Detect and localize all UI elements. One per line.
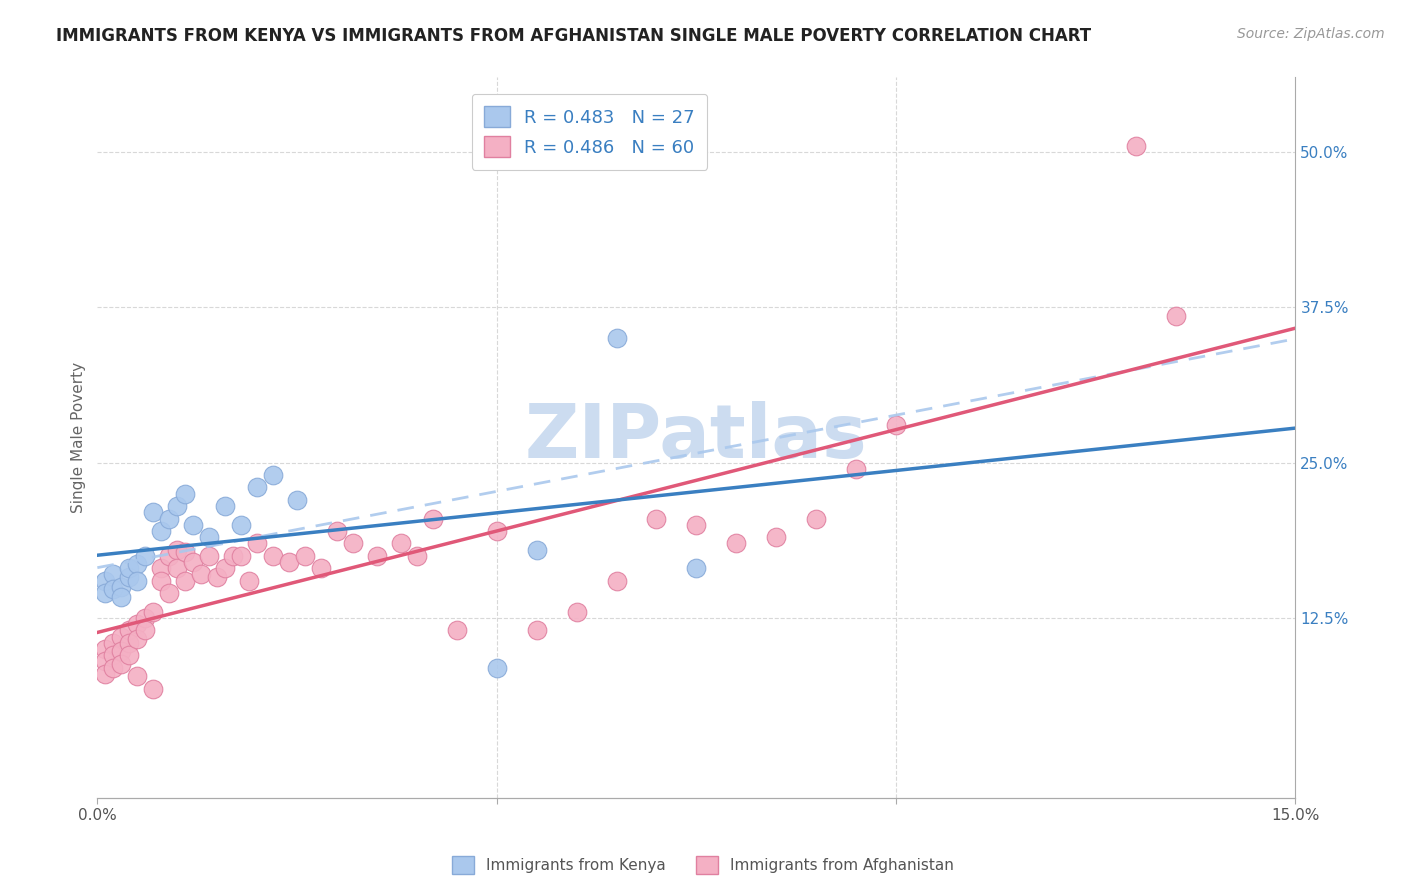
Point	[229, 549, 252, 563]
Point	[181, 517, 204, 532]
Y-axis label: Single Male Poverty: Single Male Poverty	[72, 362, 86, 513]
Point	[127, 669, 149, 683]
Point	[142, 681, 165, 696]
Point	[110, 590, 132, 604]
Point	[118, 636, 141, 650]
Point	[103, 636, 125, 650]
Point	[214, 561, 236, 575]
Legend: Immigrants from Kenya, Immigrants from Afghanistan: Immigrants from Kenya, Immigrants from A…	[446, 850, 960, 880]
Point	[110, 657, 132, 671]
Point	[422, 511, 444, 525]
Point	[157, 586, 180, 600]
Point	[565, 605, 588, 619]
Point	[94, 666, 117, 681]
Point	[150, 574, 173, 588]
Point	[134, 624, 156, 638]
Point	[166, 561, 188, 575]
Point	[1125, 138, 1147, 153]
Point	[198, 530, 221, 544]
Point	[685, 517, 707, 532]
Point	[526, 624, 548, 638]
Point	[157, 511, 180, 525]
Point	[198, 549, 221, 563]
Point	[526, 542, 548, 557]
Point	[309, 561, 332, 575]
Point	[127, 617, 149, 632]
Point	[134, 549, 156, 563]
Point	[118, 570, 141, 584]
Point	[405, 549, 427, 563]
Point	[150, 561, 173, 575]
Point	[94, 586, 117, 600]
Point	[342, 536, 364, 550]
Point	[222, 549, 245, 563]
Point	[127, 632, 149, 646]
Point	[127, 574, 149, 588]
Text: IMMIGRANTS FROM KENYA VS IMMIGRANTS FROM AFGHANISTAN SINGLE MALE POVERTY CORRELA: IMMIGRANTS FROM KENYA VS IMMIGRANTS FROM…	[56, 27, 1091, 45]
Point	[246, 480, 269, 494]
Point	[685, 561, 707, 575]
Point	[326, 524, 349, 538]
Text: ZIPatlas: ZIPatlas	[524, 401, 868, 475]
Point	[103, 567, 125, 582]
Point	[110, 580, 132, 594]
Point	[110, 630, 132, 644]
Point	[150, 524, 173, 538]
Point	[485, 524, 508, 538]
Point	[884, 418, 907, 433]
Point	[806, 511, 828, 525]
Point	[765, 530, 787, 544]
Point	[142, 505, 165, 519]
Point	[174, 486, 197, 500]
Point	[278, 555, 301, 569]
Point	[134, 611, 156, 625]
Point	[238, 574, 260, 588]
Point	[127, 558, 149, 572]
Point	[103, 648, 125, 663]
Point	[1164, 309, 1187, 323]
Point	[389, 536, 412, 550]
Point	[246, 536, 269, 550]
Point	[214, 499, 236, 513]
Point	[157, 549, 180, 563]
Point	[262, 468, 284, 483]
Point	[294, 549, 316, 563]
Point	[606, 574, 628, 588]
Point	[94, 574, 117, 588]
Point	[118, 624, 141, 638]
Point	[645, 511, 668, 525]
Point	[94, 654, 117, 668]
Point	[285, 492, 308, 507]
Point	[174, 545, 197, 559]
Point	[174, 574, 197, 588]
Point	[262, 549, 284, 563]
Point	[205, 570, 228, 584]
Point	[118, 648, 141, 663]
Point	[446, 624, 468, 638]
Point	[229, 517, 252, 532]
Point	[110, 644, 132, 658]
Legend: R = 0.483   N = 27, R = 0.486   N = 60: R = 0.483 N = 27, R = 0.486 N = 60	[472, 94, 707, 169]
Point	[103, 660, 125, 674]
Point	[606, 331, 628, 345]
Text: Source: ZipAtlas.com: Source: ZipAtlas.com	[1237, 27, 1385, 41]
Point	[725, 536, 748, 550]
Point	[103, 582, 125, 597]
Point	[485, 660, 508, 674]
Point	[166, 499, 188, 513]
Point	[118, 561, 141, 575]
Point	[190, 567, 212, 582]
Point	[94, 642, 117, 657]
Point	[142, 605, 165, 619]
Point	[366, 549, 388, 563]
Point	[166, 542, 188, 557]
Point	[845, 462, 868, 476]
Point	[181, 555, 204, 569]
